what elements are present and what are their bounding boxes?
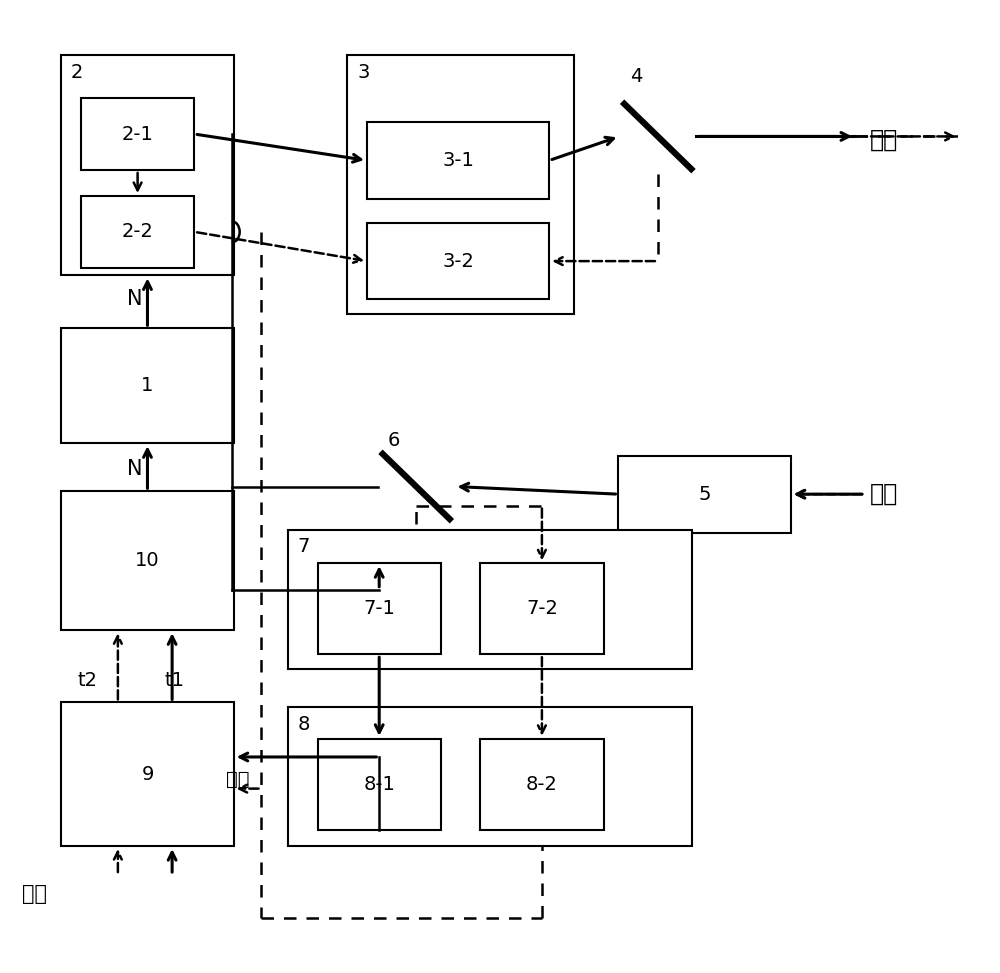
Bar — [480, 563, 604, 655]
Bar — [347, 54, 574, 314]
Text: 7: 7 — [298, 537, 310, 557]
Bar — [61, 703, 234, 847]
Text: 8-1: 8-1 — [363, 775, 395, 794]
Text: 触发: 触发 — [226, 770, 249, 788]
Bar — [367, 122, 549, 198]
Bar — [288, 529, 692, 668]
Text: 10: 10 — [135, 552, 160, 570]
Text: 7-2: 7-2 — [526, 599, 558, 618]
Bar — [61, 491, 234, 631]
Text: 2-2: 2-2 — [122, 223, 154, 241]
Bar — [367, 223, 549, 300]
Text: N: N — [127, 459, 143, 480]
Text: 8-2: 8-2 — [526, 775, 558, 794]
Text: 1: 1 — [141, 377, 154, 395]
Text: N: N — [127, 290, 143, 309]
Bar — [480, 739, 604, 830]
Bar — [288, 707, 692, 847]
Bar — [61, 328, 234, 444]
Bar — [318, 739, 441, 830]
Bar — [318, 563, 441, 655]
Text: 2: 2 — [71, 62, 83, 82]
Text: 2-1: 2-1 — [122, 125, 154, 144]
Text: 3-2: 3-2 — [442, 252, 474, 270]
Text: 7-1: 7-1 — [363, 599, 395, 618]
Text: 5: 5 — [698, 485, 711, 504]
Text: 回波: 回波 — [870, 483, 898, 506]
Text: 9: 9 — [141, 765, 154, 783]
Bar — [61, 54, 234, 275]
Text: t2: t2 — [78, 670, 98, 690]
Text: 6: 6 — [387, 431, 400, 450]
Text: 回波: 回波 — [22, 884, 47, 904]
Text: 4: 4 — [630, 66, 642, 86]
Text: 3-1: 3-1 — [442, 151, 474, 170]
Bar — [618, 455, 791, 532]
Text: 3: 3 — [357, 62, 369, 82]
Text: 8: 8 — [298, 715, 310, 734]
Bar — [81, 196, 194, 268]
Text: 发射: 发射 — [870, 127, 898, 152]
Bar — [81, 98, 194, 170]
Text: t1: t1 — [165, 670, 185, 690]
